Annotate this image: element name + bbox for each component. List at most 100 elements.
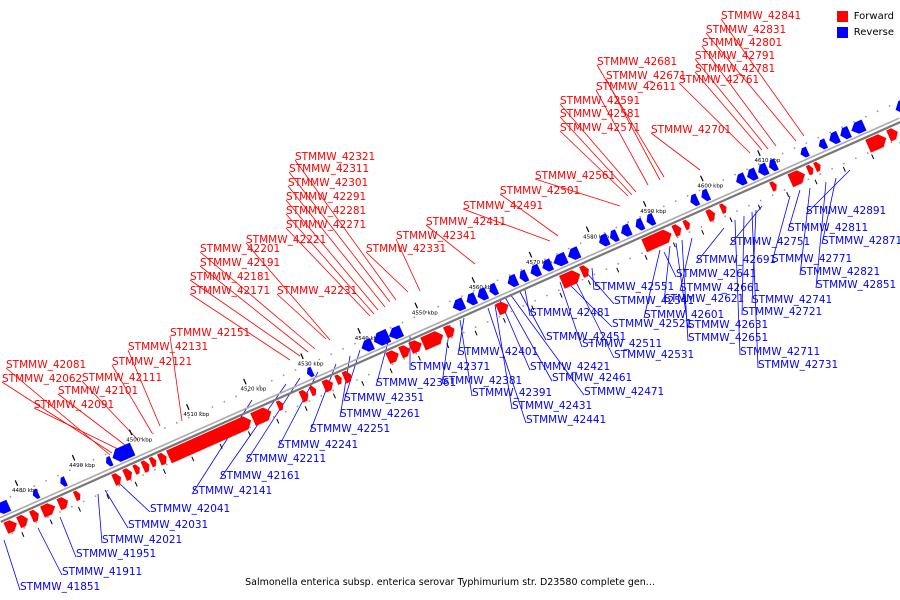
forward-gene-label: STMMW_42121 [112, 356, 192, 368]
tick-mark [357, 327, 361, 334]
reverse-gene-label: STMMW_42031 [128, 519, 208, 531]
reverse-gene [112, 442, 136, 462]
leader-line [494, 304, 513, 410]
reverse-gene-label: STMMW_42541 [614, 295, 694, 307]
track-dot [615, 226, 618, 229]
track-dot [460, 295, 463, 298]
leader-line [37, 527, 63, 576]
leader-line [821, 177, 837, 245]
tick-label: 4540 kbp [355, 336, 381, 342]
track-dot [746, 168, 748, 171]
tick-label: 4600 kbp [697, 184, 723, 190]
reverse-gene [769, 158, 779, 172]
reverse-gene [466, 292, 479, 306]
minor-tick [587, 280, 591, 286]
track-dot [235, 395, 238, 398]
leader-line [276, 293, 327, 340]
track-dot [866, 152, 869, 154]
minor-tick [247, 431, 251, 437]
forward-gene-label: STMMW_42231 [277, 285, 357, 297]
track-dot [591, 237, 594, 239]
tick-label: 4560 kbp [469, 285, 495, 291]
leader-line [695, 227, 725, 264]
track-dot [199, 411, 202, 414]
reverse-gene [736, 172, 748, 186]
forward-gene-label: STMMW_42581 [560, 108, 640, 120]
track-dot [771, 194, 774, 197]
forward-gene [769, 181, 777, 192]
track-dot [759, 199, 762, 202]
legend-forward: Forward [836, 8, 894, 24]
forward-gene-label: STMMW_42611 [596, 81, 676, 93]
track-dot [33, 485, 36, 488]
leader-line [504, 296, 553, 382]
track-dot [807, 178, 810, 181]
track-dot [35, 521, 38, 524]
reverse-gene-label: STMMW_42141 [192, 485, 272, 497]
leader-line [678, 82, 751, 154]
reverse-gene [758, 162, 770, 176]
reverse-gene-label: STMMW_42351 [344, 392, 424, 404]
leader-line [663, 251, 677, 278]
track-dot [355, 379, 358, 381]
track-dot [330, 353, 333, 356]
track-dot [449, 300, 451, 303]
track-dot [831, 167, 833, 170]
leader-line [585, 271, 615, 305]
minor-tick [361, 380, 365, 386]
reverse-gene-label: STMMW_42251 [310, 423, 390, 435]
forward-gene [420, 331, 444, 351]
tick-label: 4510 kbp [183, 412, 209, 418]
minor-tick [21, 531, 25, 537]
forward-swatch [836, 10, 848, 22]
track-dot [793, 147, 796, 150]
reverse-gene-label: STMMW_42161 [220, 470, 300, 482]
leader-line [59, 516, 77, 558]
forward-gene [40, 503, 56, 518]
minor-tick [616, 267, 620, 273]
track-dot [59, 511, 61, 513]
leader-line [559, 103, 637, 193]
reverse-gene [452, 297, 467, 312]
gene-group [0, 100, 900, 534]
leader-line [595, 89, 649, 186]
reverse-gene-label: STMMW_42821 [800, 266, 880, 278]
minor-tick [757, 204, 761, 210]
forward-gene-label: STMMW_42291 [286, 191, 366, 203]
reverse-gene-label: STMMW_42461 [552, 372, 632, 384]
track-dot [472, 289, 475, 292]
leader-line [509, 293, 585, 396]
track-dot [641, 252, 643, 255]
reverse-gene-label: STMMW_42691 [696, 254, 776, 266]
track-dot [259, 384, 261, 387]
forward-gene-label: STMMW_42331 [366, 243, 446, 255]
leader-line [104, 489, 129, 529]
track-dot [306, 363, 309, 366]
track-dot [546, 294, 548, 297]
track-dot [579, 242, 582, 245]
leader-line [559, 130, 629, 197]
track-dot [853, 120, 855, 123]
leader-line [395, 238, 421, 292]
legend-forward-label: Forward [853, 10, 894, 22]
track-dot [118, 484, 121, 487]
forward-gene-label: STMMW_42062 [2, 373, 82, 385]
minor-tick [502, 317, 506, 323]
track-dot [522, 305, 525, 307]
track-dot [391, 363, 394, 366]
track-dot [817, 136, 820, 139]
track-dot [152, 432, 154, 435]
tick-group: 4480 kbp 4490 kbp 4500 kbp 4510 kbp 4520 kbp… [12, 141, 900, 537]
leader-line [119, 483, 151, 513]
reverse-gene-label: STMMW_42371 [410, 361, 490, 373]
reverse-gene-label: STMMW_42511 [582, 338, 662, 350]
track-dot [510, 310, 513, 313]
minor-tick [389, 368, 393, 374]
minor-tick [446, 343, 450, 349]
track-dot [605, 268, 608, 271]
reverse-gene [621, 223, 633, 237]
tick-label: 4480 kbp [12, 488, 38, 494]
track-dot [367, 373, 370, 376]
reverse-gene-label: STMMW_42261 [340, 408, 420, 420]
track-dot [674, 200, 677, 202]
